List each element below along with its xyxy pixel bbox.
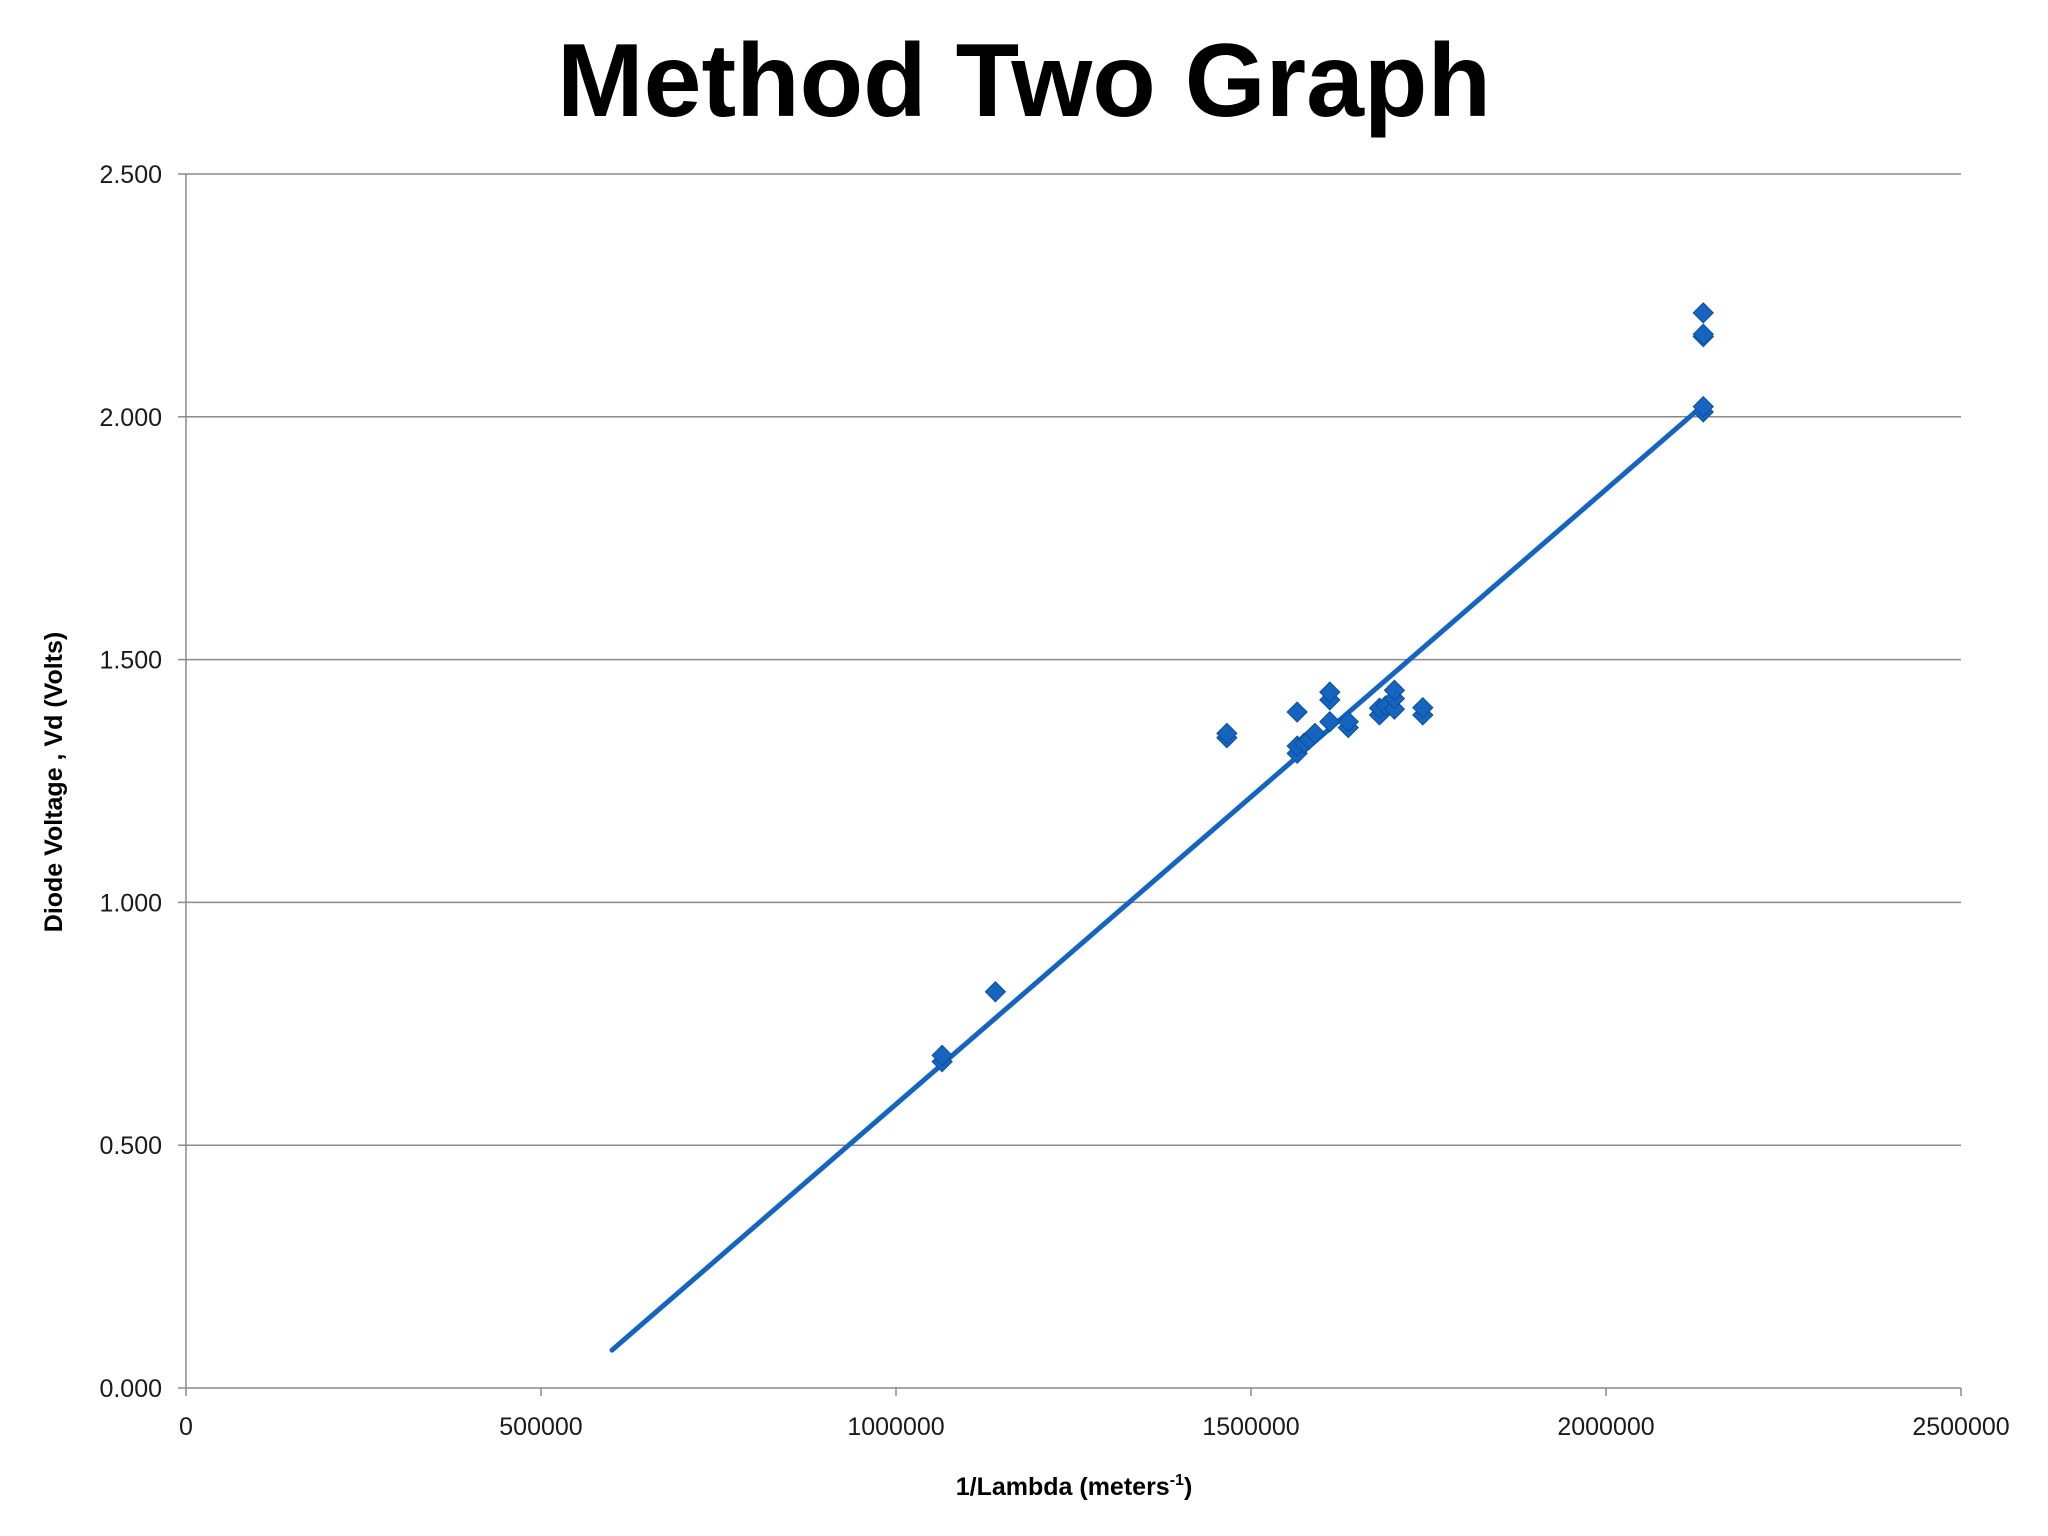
chart-title: Method Two Graph [557, 23, 1491, 139]
y-tick-label: 2.000 [99, 404, 162, 432]
data-point [1383, 679, 1406, 701]
y-tick-label: 2.500 [99, 161, 162, 189]
x-tick-label: 500000 [499, 1413, 582, 1441]
data-point [1692, 323, 1714, 345]
x-tick-label: 2000000 [1557, 1413, 1654, 1441]
x-axis-title-superscript: -1 [1170, 1472, 1184, 1489]
y-axis-title: Diode Voltage , Vd (Volts) [40, 632, 68, 932]
y-tick-label: 0.500 [99, 1132, 162, 1160]
y-tick-label: 1.500 [99, 647, 162, 675]
data-point [1337, 711, 1359, 733]
data-point [1692, 395, 1714, 418]
x-tick-label: 1500000 [1202, 1413, 1299, 1441]
x-axis-title-close: ) [1184, 1473, 1192, 1501]
trendline-group [609, 407, 1701, 1353]
x-tick-label: 2500000 [1912, 1413, 2009, 1441]
axes [178, 173, 1962, 1396]
x-tick-label: 0 [179, 1413, 193, 1441]
data-point [984, 981, 1007, 1003]
y-tick-labels: 0.000 0.500 1.000 1.500 2.000 2.500 [99, 161, 162, 1403]
y-tick-label: 1.000 [99, 889, 162, 917]
x-tick-labels: 0 500000 1000000 1500000 2000000 2500000 [179, 1413, 2010, 1441]
gridlines [186, 173, 1961, 1146]
trendline [609, 407, 1701, 1353]
data-point [1692, 302, 1714, 324]
data-point [1286, 701, 1308, 723]
y-tick-label: 0.000 [99, 1375, 162, 1403]
data-point [1304, 722, 1326, 745]
x-axis-title: 1/Lambda (meters-1) [956, 1472, 1193, 1501]
data-point [1216, 722, 1238, 745]
data-point [1412, 696, 1434, 719]
data-point [931, 1044, 953, 1067]
data-point [1319, 711, 1341, 733]
data-point [1319, 681, 1341, 703]
x-tick-label: 1000000 [847, 1413, 944, 1441]
x-axis-title-base: 1/Lambda (meters [956, 1473, 1170, 1501]
data-points [931, 302, 1714, 1073]
